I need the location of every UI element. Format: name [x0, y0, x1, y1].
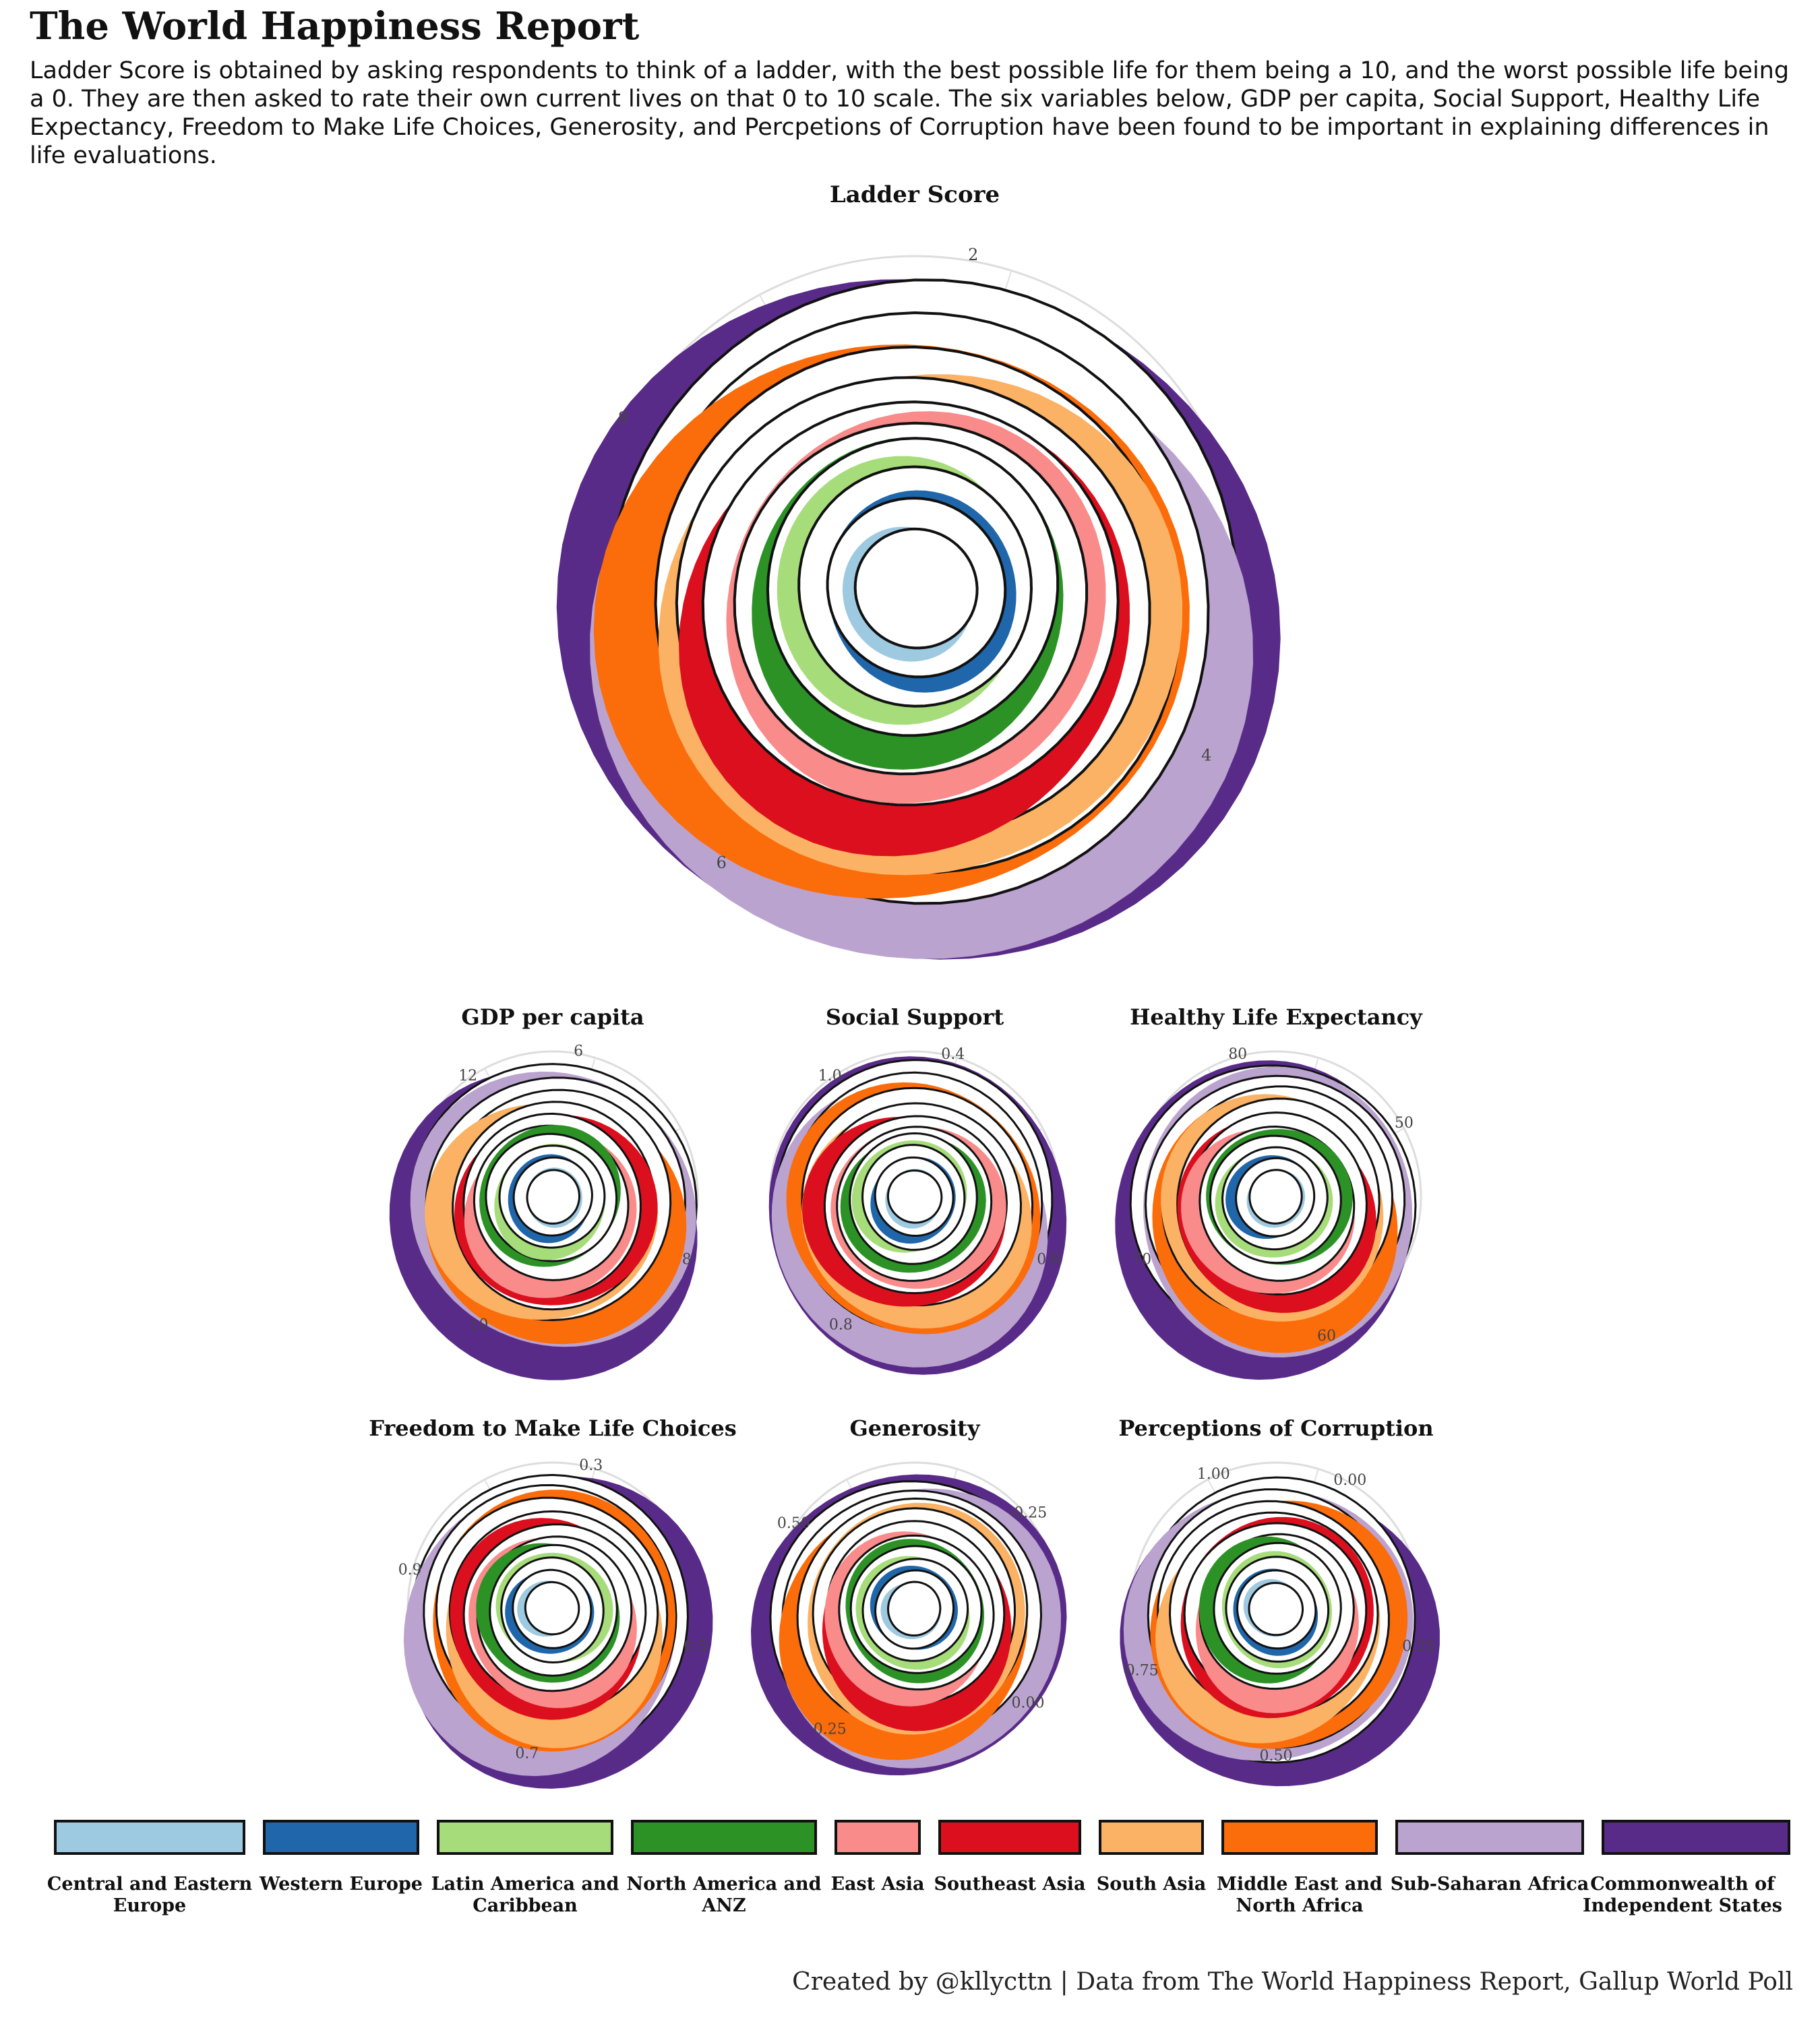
tick-label: 70 [1132, 1251, 1151, 1268]
tick-label: 0.50 [777, 1515, 810, 1532]
page-title: The World Happiness Report [30, 4, 640, 49]
legend-swatch [1395, 1820, 1584, 1855]
legend-label: Southeast Asia [934, 1874, 1086, 1895]
tick-label: 2 [968, 245, 978, 264]
legend-label: Sub-Saharan Africa [1390, 1874, 1589, 1895]
tick-label: 12 [458, 1068, 477, 1084]
chart-title: Generosity [849, 1415, 980, 1441]
legend-label: Western Europe [260, 1874, 423, 1895]
region-outline [886, 1581, 942, 1636]
tick-label: 0.4 [941, 1046, 965, 1063]
legend-label: Central and Eastern Europe [47, 1874, 253, 1916]
region-outline [526, 1169, 581, 1225]
tick-label: 4 [1201, 745, 1211, 764]
region-outline [1248, 1169, 1303, 1225]
legend-label: South Asia [1096, 1874, 1207, 1895]
legend: Central and Eastern Europe Western Europ… [0, 1820, 1820, 1941]
chart-title: Social Support [826, 1004, 1004, 1030]
region-outline [524, 1581, 580, 1636]
polar-chart: Generosity -0.25 0.00 0.25 0.50 [751, 1415, 1067, 1775]
tick-label: 0.3 [579, 1457, 603, 1474]
tick-label: 0.5 [684, 1638, 707, 1655]
legend-swatch [835, 1820, 921, 1855]
tick-label: 0.00 [1333, 1472, 1366, 1489]
tick-label: 6 [574, 1043, 583, 1060]
region-outline [886, 1169, 943, 1224]
legend-label: Latin America and Caribbean [431, 1874, 619, 1916]
legend-swatch [631, 1820, 817, 1855]
tick-label: 60 [1317, 1328, 1336, 1345]
polar-chart: Social Support 0.4 0.6 0.8 1.0 [768, 1004, 1067, 1375]
polar-chart: Ladder Score 2 4 6 8 [556, 181, 1281, 960]
legend-swatch [54, 1820, 245, 1855]
region-outline [853, 527, 979, 650]
legend-label: North America and ANZ [626, 1874, 822, 1916]
tick-label: 1.00 [1197, 1466, 1230, 1483]
legend-swatch [938, 1820, 1081, 1855]
legend-swatch [1602, 1820, 1790, 1855]
tick-label: 0.50 [1260, 1748, 1293, 1765]
legend-swatch [437, 1820, 613, 1855]
page-description: Ladder Score is obtained by asking respo… [30, 57, 1790, 169]
legend-label: Commonwealth of Independent States [1583, 1874, 1782, 1916]
tick-label: 10 [469, 1317, 488, 1334]
polar-charts: Ladder Score 2 4 6 8 GDP per capita 6 8 10 12 Soci… [369, 181, 1440, 1789]
chart-title: Perceptions of Corruption [1118, 1415, 1433, 1441]
legend-swatch [263, 1820, 419, 1855]
tick-label: 0.9 [398, 1562, 422, 1579]
tick-label: 0.6 [1037, 1251, 1060, 1268]
legend-swatch [1221, 1820, 1378, 1855]
tick-label: 80 [1228, 1046, 1247, 1063]
chart-title: Freedom to Make Life Choices [369, 1415, 737, 1441]
tick-label: 0.7 [515, 1746, 539, 1763]
tick-label: 0.8 [829, 1317, 853, 1334]
region-outline [1248, 1582, 1304, 1636]
tick-label: 0.25 [814, 1721, 847, 1738]
tick-label: 0.00 [1012, 1695, 1045, 1712]
footer-credit: Created by @kllycttn | Data from The Wor… [792, 1968, 1793, 1996]
legend-label: East Asia [830, 1874, 925, 1895]
polar-chart: Healthy Life Expectancy 50 60 70 80 [1115, 1004, 1423, 1380]
tick-label: -0.25 [1009, 1505, 1047, 1522]
chart-title: Ladder Score [830, 181, 1000, 208]
legend-swatch [1099, 1820, 1204, 1855]
tick-label: 0.75 [1126, 1662, 1159, 1679]
tick-label: 1.0 [818, 1068, 842, 1084]
polar-chart: GDP per capita 6 8 10 12 [389, 1004, 699, 1380]
polar-chart: Freedom to Make Life Choices 0.3 0.5 0.7 0.9 [369, 1415, 737, 1789]
tick-label: 8 [618, 409, 628, 428]
tick-label: 8 [682, 1251, 692, 1268]
tick-label: 6 [717, 853, 727, 872]
tick-label: 0.25 [1402, 1638, 1435, 1655]
legend-label: Middle East and North Africa [1217, 1874, 1383, 1916]
tick-label: 50 [1395, 1115, 1414, 1132]
chart-title: GDP per capita [461, 1004, 644, 1030]
polar-chart: Perceptions of Corruption 0.00 0.25 0.50 0.7… [1118, 1415, 1440, 1787]
chart-title: Healthy Life Expectancy [1130, 1004, 1423, 1030]
